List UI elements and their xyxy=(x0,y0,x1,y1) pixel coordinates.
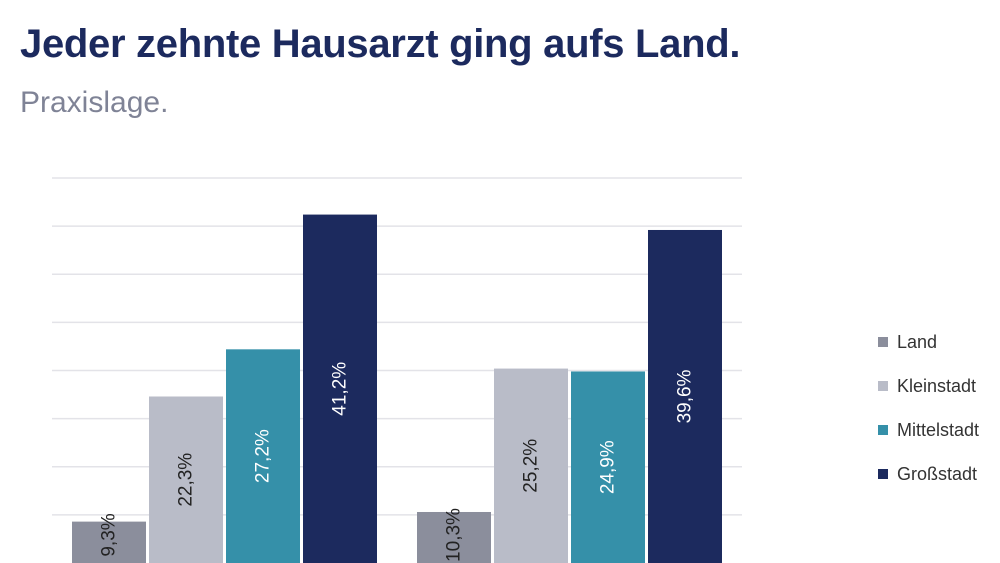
data-label-kleinstadt-2: 25,2% xyxy=(521,439,542,493)
bar-land-2 xyxy=(417,511,491,563)
legend-item-kleinstadt: Kleinstadt xyxy=(878,364,979,408)
data-label-mittelstadt-2: 24,9% xyxy=(598,440,619,494)
bar-grossstadt-2 xyxy=(648,229,722,563)
bar-mittelstadt-1 xyxy=(226,349,300,563)
data-label-land-2: 10,3% xyxy=(444,508,465,562)
legend: Land Kleinstadt Mittelstadt Großstadt xyxy=(878,320,979,496)
legend-label-land: Land xyxy=(897,331,938,352)
bars xyxy=(72,214,722,563)
legend-item-land: Land xyxy=(878,320,979,364)
data-label-grossstadt-2: 39,6% xyxy=(675,369,696,423)
data-label-land-1: 9,3% xyxy=(99,513,120,556)
data-labels: 9,3% 10,3% 22,3% 25,2% 27,2% 24,9% 41,2% 39,6% xyxy=(99,362,696,562)
data-label-mittelstadt-1: 27,2% xyxy=(253,429,274,483)
gridlines xyxy=(52,177,742,516)
legend-label-grossstadt: Großstadt xyxy=(897,463,978,484)
bar-kleinstadt-1 xyxy=(149,396,223,563)
data-label-kleinstadt-1: 22,3% xyxy=(176,453,197,507)
legend-item-grossstadt: Großstadt xyxy=(878,452,979,496)
legend-swatch-grossstadt xyxy=(878,469,888,479)
data-label-grossstadt-1: 41,2% xyxy=(330,362,351,416)
bar-kleinstadt-2 xyxy=(494,368,568,563)
legend-swatch-land xyxy=(878,337,888,347)
legend-label-mittelstadt: Mittelstadt xyxy=(897,419,980,440)
legend-swatch-kleinstadt xyxy=(878,381,888,391)
legend-swatch-mittelstadt xyxy=(878,425,888,435)
chart-title: Jeder zehnte Hausarzt ging aufs Land. xyxy=(20,22,741,66)
bar-land-1 xyxy=(72,521,146,563)
legend-label-kleinstadt: Kleinstadt xyxy=(897,375,977,396)
legend-item-mittelstadt: Mittelstadt xyxy=(878,408,979,452)
bar-mittelstadt-2 xyxy=(571,371,645,563)
chart-subtitle: Praxislage. xyxy=(20,86,169,119)
bar-grossstadt-1 xyxy=(303,214,377,563)
